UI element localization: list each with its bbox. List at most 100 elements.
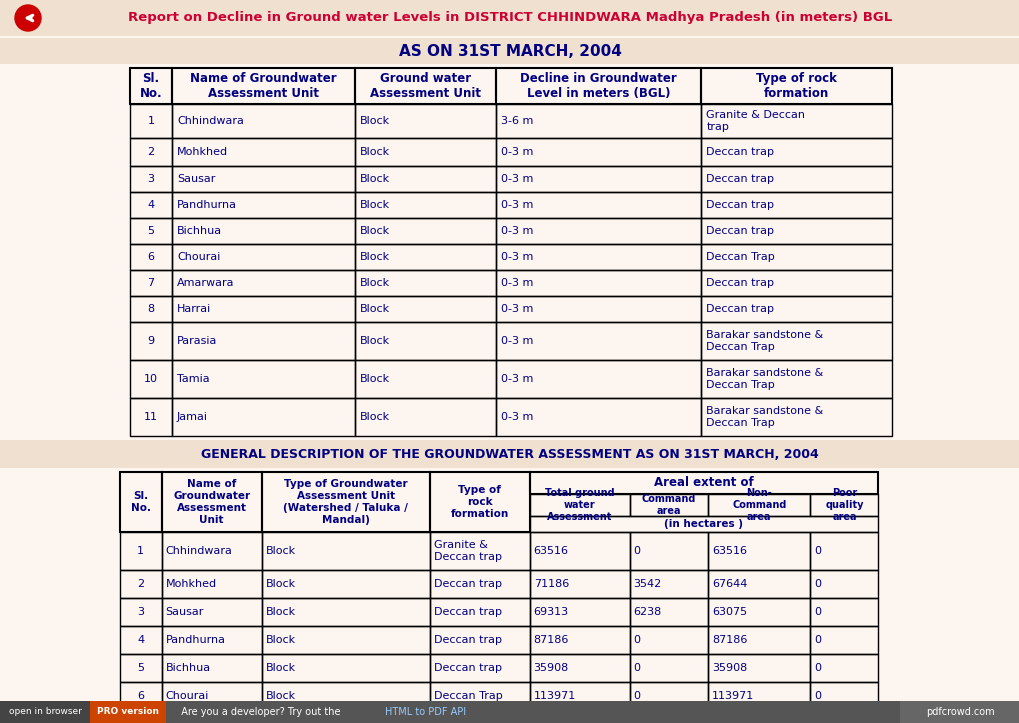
Bar — [495, 360, 701, 398]
Text: 0: 0 — [813, 546, 820, 556]
Text: 63516: 63516 — [533, 546, 568, 556]
Bar — [629, 598, 707, 626]
Bar — [429, 626, 529, 654]
Bar — [707, 494, 810, 516]
Bar — [495, 296, 701, 322]
Bar — [355, 398, 495, 436]
Bar — [429, 682, 529, 710]
Bar — [810, 626, 877, 654]
Text: Block: Block — [265, 607, 296, 617]
Text: Granite & Deccan
trap: Granite & Deccan trap — [706, 110, 805, 132]
Text: open in browser: open in browser — [8, 708, 82, 716]
Text: 0: 0 — [813, 691, 820, 701]
Text: Chourai: Chourai — [165, 691, 209, 701]
Text: Block: Block — [360, 336, 389, 346]
Text: Poor
quality
area: Poor quality area — [824, 488, 863, 522]
Text: Report on Decline in Ground water Levels in DISTRICT CHHINDWARA Madhya Pradesh (: Report on Decline in Ground water Levels… — [127, 12, 892, 25]
Text: (in hectares ): (in hectares ) — [663, 519, 743, 529]
Text: Command
area: Command area — [641, 494, 695, 516]
Bar — [129, 166, 172, 192]
Text: Pandhurna: Pandhurna — [165, 635, 225, 645]
Bar — [701, 192, 892, 218]
Text: PRO version: PRO version — [97, 708, 159, 716]
Text: 4: 4 — [148, 200, 154, 210]
Text: 0-3 m: 0-3 m — [500, 412, 533, 422]
Text: Sl.
No.: Sl. No. — [130, 491, 151, 513]
Text: 0: 0 — [633, 691, 640, 701]
Text: Type of
rock
formation: Type of rock formation — [450, 485, 508, 519]
Bar — [810, 598, 877, 626]
Bar — [810, 532, 877, 570]
Text: Deccan trap: Deccan trap — [433, 579, 501, 589]
Bar — [0, 701, 90, 723]
Bar — [261, 472, 429, 532]
Text: Block: Block — [360, 226, 389, 236]
Text: 6: 6 — [148, 252, 154, 262]
Bar — [701, 218, 892, 244]
Text: Non-
Command
area: Non- Command area — [732, 488, 786, 522]
Bar — [495, 218, 701, 244]
Text: 113971: 113971 — [711, 691, 753, 701]
Bar — [701, 322, 892, 360]
Bar — [161, 682, 261, 710]
Bar — [495, 68, 701, 104]
Text: 87186: 87186 — [711, 635, 747, 645]
Bar — [120, 598, 161, 626]
Bar — [129, 244, 172, 270]
Bar — [810, 570, 877, 598]
Bar — [172, 138, 355, 166]
Bar — [172, 244, 355, 270]
Bar — [355, 166, 495, 192]
Bar — [707, 654, 810, 682]
Bar — [161, 532, 261, 570]
Text: 3-6 m: 3-6 m — [500, 116, 533, 126]
Bar — [429, 532, 529, 570]
Text: GENERAL DESCRIPTION OF THE GROUNDWATER ASSESSMENT AS ON 31ST MARCH, 2004: GENERAL DESCRIPTION OF THE GROUNDWATER A… — [201, 448, 818, 461]
Bar — [120, 682, 161, 710]
Text: 0: 0 — [813, 607, 820, 617]
Bar — [0, 701, 1019, 723]
Text: Pandhurna: Pandhurna — [176, 200, 236, 210]
Text: Name of
Groundwater
Assessment
Unit: Name of Groundwater Assessment Unit — [173, 479, 250, 525]
Text: 3542: 3542 — [633, 579, 661, 589]
Bar — [172, 68, 355, 104]
Text: Chhindwara: Chhindwara — [165, 546, 232, 556]
Text: 63516: 63516 — [711, 546, 746, 556]
Text: Deccan trap: Deccan trap — [706, 174, 773, 184]
Bar — [529, 516, 877, 532]
Bar — [161, 598, 261, 626]
Bar — [129, 138, 172, 166]
Text: Harrai: Harrai — [176, 304, 211, 314]
Bar — [810, 682, 877, 710]
Bar — [355, 138, 495, 166]
Text: Block: Block — [360, 200, 389, 210]
Bar — [629, 626, 707, 654]
Text: Block: Block — [360, 374, 389, 384]
Bar — [120, 532, 161, 570]
Bar — [529, 472, 877, 494]
Bar — [261, 598, 429, 626]
Text: Type of rock
formation: Type of rock formation — [755, 72, 837, 100]
Text: Areal extent of: Areal extent of — [653, 476, 753, 489]
Text: Total ground
water
Assessment: Total ground water Assessment — [544, 488, 613, 522]
Bar — [261, 532, 429, 570]
Text: 0-3 m: 0-3 m — [500, 226, 533, 236]
Bar — [172, 218, 355, 244]
Text: Deccan trap: Deccan trap — [706, 304, 773, 314]
Bar — [172, 398, 355, 436]
Text: 69313: 69313 — [533, 607, 569, 617]
Text: Sausar: Sausar — [176, 174, 215, 184]
Text: Block: Block — [360, 252, 389, 262]
Bar — [629, 654, 707, 682]
Text: Bichhua: Bichhua — [176, 226, 222, 236]
Bar — [495, 270, 701, 296]
Text: Block: Block — [360, 412, 389, 422]
Bar — [529, 654, 629, 682]
Bar — [429, 598, 529, 626]
Text: 3: 3 — [138, 607, 144, 617]
Text: 35908: 35908 — [533, 663, 569, 673]
Bar — [172, 192, 355, 218]
Text: 8: 8 — [148, 304, 154, 314]
Bar — [355, 192, 495, 218]
Text: Block: Block — [265, 691, 296, 701]
